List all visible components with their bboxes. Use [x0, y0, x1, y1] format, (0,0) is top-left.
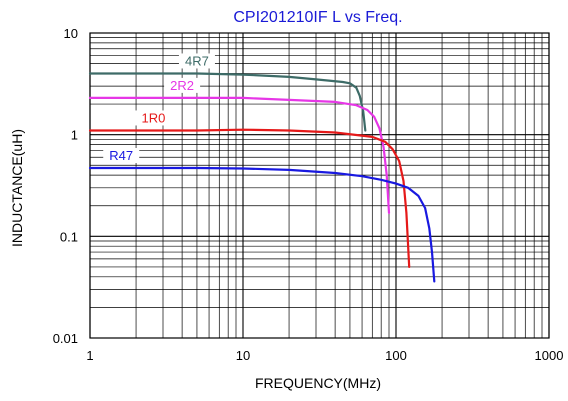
x-tick-label: 10 [236, 348, 250, 363]
series-label-4r7: 4R7 [185, 53, 209, 68]
grid-layer [89, 32, 550, 339]
series-line-r47 [88, 166, 436, 283]
x-tick-label: 1000 [535, 348, 564, 363]
y-tick-label: 10 [64, 26, 78, 41]
x-axis-label: FREQUENCY(MHz) [255, 375, 381, 391]
series-line-2r2 [88, 96, 391, 214]
series-label-background [178, 53, 215, 69]
series-label-background [103, 148, 140, 164]
y-tick-label: 0.1 [60, 229, 78, 244]
series-label-2r2: 2R2 [170, 78, 194, 93]
series-label-r47: R47 [109, 148, 133, 163]
x-tick-label: 100 [385, 348, 407, 363]
series-label-background [164, 77, 201, 93]
series-label-1r0: 1R0 [142, 110, 166, 125]
series-layer [88, 72, 436, 283]
series-label-background [135, 110, 172, 126]
y-axis-label: INDUCTANCE(uH) [9, 129, 25, 247]
tick-label-layer: 1 10 100 1000 0.01 0.1 1 10 [53, 26, 564, 363]
series-label-layer: 4R7 2R2 1R0 R47 [103, 53, 215, 164]
y-tick-label: 1 [71, 128, 78, 143]
series-line-4r7 [88, 72, 367, 132]
x-tick-label: 1 [86, 348, 93, 363]
plot-frame [89, 32, 550, 339]
y-tick-label: 0.01 [53, 331, 78, 346]
chart-title: CPI201210IF L vs Freq. [233, 9, 402, 26]
